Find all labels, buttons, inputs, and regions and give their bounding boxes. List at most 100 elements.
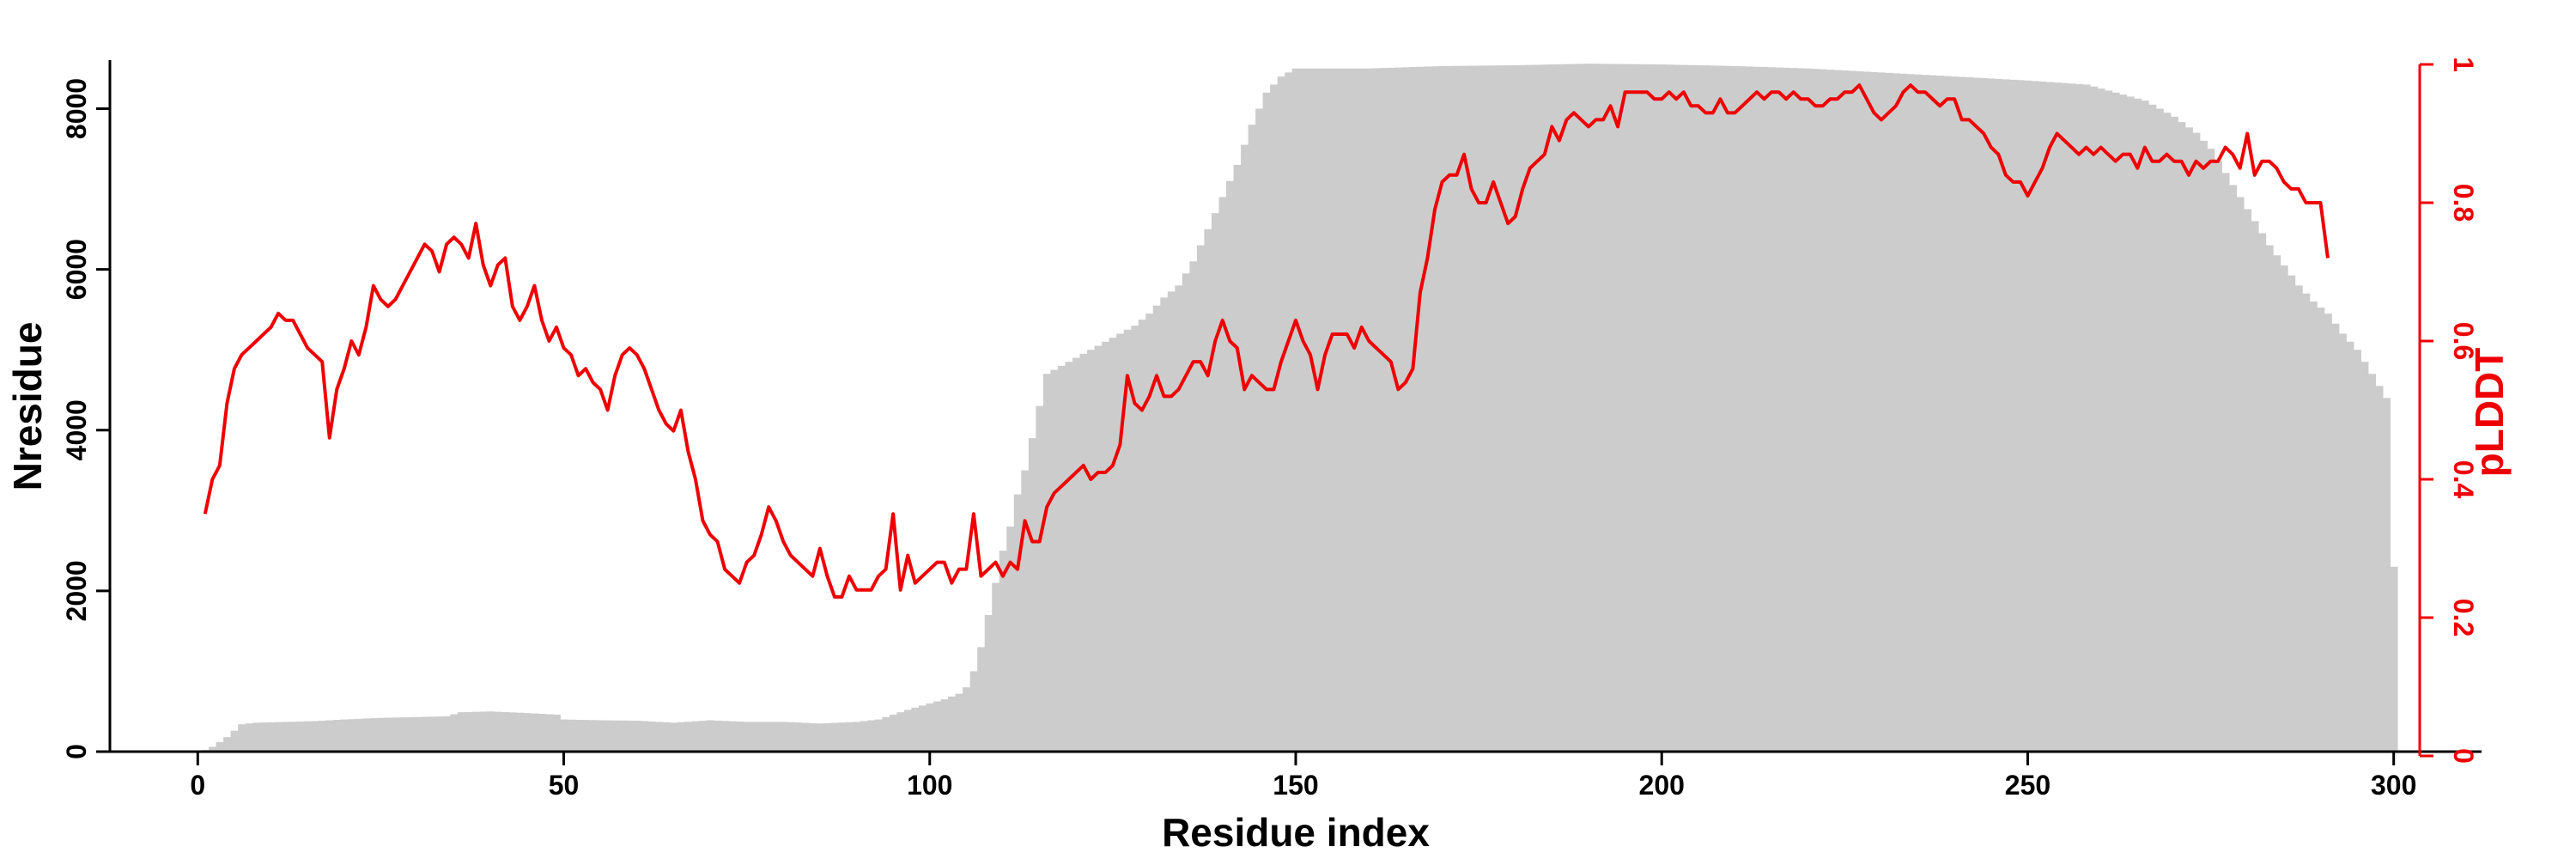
nresidue-bar xyxy=(794,722,803,752)
nresidue-bar xyxy=(2192,132,2201,752)
nresidue-bar xyxy=(1841,70,1850,752)
nresidue-bar xyxy=(1211,213,1220,752)
nresidue-bar xyxy=(735,722,744,752)
nresidue-bar xyxy=(1409,67,1418,752)
nresidue-bar xyxy=(311,721,319,752)
nresidue-bar xyxy=(1218,197,1227,752)
nresidue-bar xyxy=(1226,180,1235,752)
nresidue-bar xyxy=(1526,64,1534,752)
nresidue-bar xyxy=(413,716,422,752)
nresidue-bar xyxy=(238,724,246,752)
nresidue-bar xyxy=(1731,65,1740,752)
nresidue-bar xyxy=(1248,125,1256,752)
nresidue-bar xyxy=(757,722,766,752)
nresidue-bar xyxy=(1680,64,1688,752)
nresidue-bar xyxy=(2273,255,2281,752)
nresidue-bar xyxy=(398,717,407,752)
nresidue-bar xyxy=(581,720,590,752)
nresidue-bar xyxy=(882,716,890,752)
nresidue-bar xyxy=(1958,76,1966,752)
nresidue-bar xyxy=(508,712,517,752)
nresidue-bar xyxy=(1401,67,1410,752)
nresidue-bar xyxy=(552,714,561,752)
nresidue-bar xyxy=(296,721,305,752)
nresidue-bar xyxy=(1650,64,1659,752)
nresidue-bar xyxy=(2390,566,2398,752)
nresidue-bar xyxy=(728,721,737,752)
nresidue-bar xyxy=(618,720,627,752)
nresidue-bar xyxy=(670,722,678,752)
nresidue-bar xyxy=(589,720,598,752)
nresidue-bar xyxy=(706,720,714,752)
x-tick-label: 300 xyxy=(2371,770,2416,801)
nresidue-bar xyxy=(2031,81,2039,752)
y-tick-label: 8000 xyxy=(61,78,92,139)
nresidue-bar xyxy=(1072,357,1081,752)
nresidue-bar xyxy=(465,711,473,752)
nresidue-bar xyxy=(2024,80,2032,752)
nresidue-bar xyxy=(969,671,978,752)
nresidue-bar xyxy=(1042,374,1052,752)
nresidue-bar xyxy=(1241,144,1249,752)
nresidue-bar xyxy=(1299,68,1308,752)
nresidue-bar xyxy=(289,722,297,752)
nresidue-bar xyxy=(2199,140,2208,752)
nresidue-bar xyxy=(1613,64,1622,752)
nresidue-bar xyxy=(362,718,371,752)
nresidue-bar xyxy=(1848,70,1856,752)
nresidue-bar xyxy=(2134,98,2142,752)
nresidue-bar xyxy=(531,713,539,752)
nresidue-bar xyxy=(1270,84,1279,752)
nresidue-bar xyxy=(625,720,635,752)
nresidue-bar xyxy=(333,720,342,752)
nresidue-bar xyxy=(1364,68,1374,752)
nresidue-bar xyxy=(1006,527,1015,752)
nresidue-bar xyxy=(999,551,1007,752)
nresidue-bar xyxy=(325,720,334,752)
nresidue-bar xyxy=(245,723,253,752)
nresidue-bar xyxy=(392,717,400,752)
nresidue-bar xyxy=(1738,66,1747,752)
nresidue-bar xyxy=(1021,470,1030,752)
nresidue-bar xyxy=(421,716,429,752)
nresidue-bar xyxy=(471,711,481,752)
nresidue-bar xyxy=(230,730,239,752)
nresidue-bar xyxy=(1548,64,1557,752)
nresidue-bar xyxy=(1716,65,1725,752)
nresidue-bar xyxy=(1995,78,2003,752)
nresidue-bar xyxy=(1892,73,1900,752)
nresidue-bar xyxy=(1935,76,1945,752)
nresidue-bar xyxy=(838,722,847,752)
nresidue-bar xyxy=(216,741,224,752)
y2-axis-ticks: 0 0.2 0.4 0.6 0.8 1 xyxy=(2420,57,2479,764)
x-tick-label: 0 xyxy=(190,770,205,801)
nresidue-bar xyxy=(1204,228,1212,752)
nresidue-bar xyxy=(1306,68,1315,752)
nresidue-bar xyxy=(2111,92,2120,752)
nresidue-bar xyxy=(823,722,832,752)
nresidue-bar xyxy=(604,720,612,752)
y2-tick-label: 0 xyxy=(2448,748,2479,764)
nresidue-bar xyxy=(1592,64,1601,752)
nresidue-bar xyxy=(874,719,883,752)
nresidue-bar xyxy=(948,696,957,752)
nresidue-bar xyxy=(1445,65,1454,752)
nresidue-bar xyxy=(2214,161,2222,752)
nresidue-bar xyxy=(955,693,963,752)
nresidue-bar xyxy=(1314,68,1322,752)
nresidue-bar xyxy=(2082,84,2091,752)
nresidue-bar xyxy=(1416,66,1425,752)
nresidue-bar xyxy=(1856,70,1864,752)
nresidue-bar xyxy=(655,722,664,752)
nresidue-bar xyxy=(2302,293,2311,752)
nresidue-bar xyxy=(2126,96,2135,752)
nresidue-bar xyxy=(567,719,575,752)
nresidue-bar xyxy=(2367,374,2376,752)
nresidue-bar xyxy=(1182,273,1190,752)
nresidue-bar xyxy=(2317,308,2325,752)
nresidue-bar xyxy=(1760,67,1769,752)
nresidue-bar xyxy=(1796,68,1806,752)
nresidue-bar xyxy=(2228,185,2238,752)
nresidue-bar xyxy=(1504,65,1513,752)
nresidue-bar xyxy=(2251,221,2259,752)
